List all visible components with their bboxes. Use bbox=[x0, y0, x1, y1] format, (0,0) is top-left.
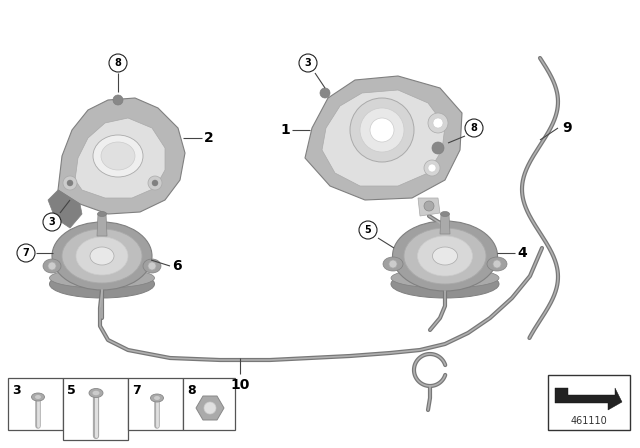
Ellipse shape bbox=[383, 257, 403, 271]
Ellipse shape bbox=[52, 222, 152, 290]
Text: 8: 8 bbox=[115, 58, 122, 68]
Text: 7: 7 bbox=[22, 248, 29, 258]
Ellipse shape bbox=[392, 221, 497, 291]
Polygon shape bbox=[440, 214, 450, 234]
Circle shape bbox=[67, 180, 73, 186]
FancyBboxPatch shape bbox=[128, 378, 183, 430]
Text: 9: 9 bbox=[562, 121, 572, 135]
Ellipse shape bbox=[93, 135, 143, 177]
Ellipse shape bbox=[101, 142, 135, 170]
Polygon shape bbox=[305, 76, 462, 200]
Ellipse shape bbox=[391, 270, 499, 298]
Circle shape bbox=[17, 244, 35, 262]
Ellipse shape bbox=[90, 247, 114, 265]
Circle shape bbox=[204, 402, 216, 414]
Text: 3: 3 bbox=[49, 217, 56, 227]
Ellipse shape bbox=[417, 236, 472, 276]
Text: 3: 3 bbox=[305, 58, 312, 68]
Circle shape bbox=[359, 221, 377, 239]
Ellipse shape bbox=[440, 211, 449, 216]
Circle shape bbox=[424, 201, 434, 211]
Ellipse shape bbox=[154, 396, 160, 400]
Text: 7: 7 bbox=[132, 384, 141, 397]
Circle shape bbox=[109, 54, 127, 72]
Text: 10: 10 bbox=[230, 378, 250, 392]
Polygon shape bbox=[58, 98, 185, 214]
Polygon shape bbox=[97, 214, 107, 236]
Circle shape bbox=[424, 160, 440, 176]
Ellipse shape bbox=[76, 237, 128, 275]
Polygon shape bbox=[555, 388, 622, 410]
Circle shape bbox=[48, 262, 56, 270]
FancyBboxPatch shape bbox=[63, 378, 128, 440]
Polygon shape bbox=[322, 90, 445, 186]
Ellipse shape bbox=[43, 259, 61, 273]
Circle shape bbox=[113, 95, 123, 105]
Ellipse shape bbox=[49, 268, 154, 288]
Text: 1: 1 bbox=[280, 123, 290, 137]
Ellipse shape bbox=[150, 394, 163, 402]
Ellipse shape bbox=[97, 211, 106, 216]
Circle shape bbox=[299, 54, 317, 72]
Ellipse shape bbox=[49, 270, 154, 298]
Polygon shape bbox=[196, 396, 224, 420]
Text: 2: 2 bbox=[204, 131, 214, 145]
Circle shape bbox=[389, 260, 397, 268]
Circle shape bbox=[43, 213, 61, 231]
Ellipse shape bbox=[433, 247, 458, 265]
Ellipse shape bbox=[487, 257, 507, 271]
Circle shape bbox=[428, 164, 436, 172]
Circle shape bbox=[63, 176, 77, 190]
Circle shape bbox=[320, 88, 330, 98]
FancyBboxPatch shape bbox=[183, 378, 235, 430]
Circle shape bbox=[370, 118, 394, 142]
Circle shape bbox=[152, 180, 158, 186]
Circle shape bbox=[433, 118, 443, 128]
FancyBboxPatch shape bbox=[8, 378, 63, 430]
Circle shape bbox=[428, 113, 448, 133]
Text: 4: 4 bbox=[517, 246, 527, 260]
Text: 6: 6 bbox=[172, 259, 182, 273]
Ellipse shape bbox=[93, 391, 99, 395]
Ellipse shape bbox=[404, 228, 486, 284]
Ellipse shape bbox=[391, 268, 499, 288]
Text: 8: 8 bbox=[470, 123, 477, 133]
Polygon shape bbox=[48, 190, 82, 228]
Circle shape bbox=[148, 176, 162, 190]
Polygon shape bbox=[418, 198, 440, 216]
Text: 461110: 461110 bbox=[571, 416, 607, 426]
Polygon shape bbox=[75, 118, 165, 198]
Text: 5: 5 bbox=[365, 225, 371, 235]
Circle shape bbox=[360, 108, 404, 152]
FancyBboxPatch shape bbox=[548, 375, 630, 430]
Circle shape bbox=[465, 119, 483, 137]
Circle shape bbox=[432, 142, 444, 154]
Ellipse shape bbox=[31, 393, 45, 401]
Ellipse shape bbox=[143, 259, 161, 273]
Circle shape bbox=[148, 262, 156, 270]
Ellipse shape bbox=[35, 395, 41, 399]
Text: 5: 5 bbox=[67, 384, 76, 397]
Text: 3: 3 bbox=[12, 384, 20, 397]
Text: 8: 8 bbox=[187, 384, 196, 397]
Ellipse shape bbox=[89, 388, 103, 397]
Circle shape bbox=[350, 98, 414, 162]
Circle shape bbox=[493, 260, 501, 268]
Ellipse shape bbox=[62, 229, 142, 283]
